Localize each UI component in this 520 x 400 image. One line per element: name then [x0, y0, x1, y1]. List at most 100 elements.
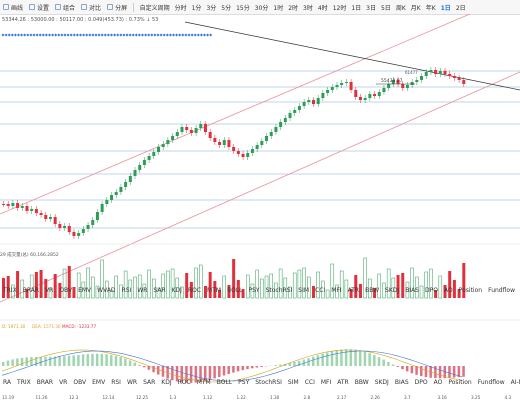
timeframe-4[interactable]: 15分: [236, 4, 250, 12]
indicator-tab[interactable]: CCI: [304, 378, 315, 386]
volume-bar: [53, 274, 57, 298]
indicator-tab[interactable]: VR: [59, 378, 68, 386]
indicator-tab[interactable]: BBW: [354, 378, 369, 386]
timeframe-13[interactable]: 5日: [380, 4, 391, 12]
macd-bar: [110, 354, 113, 366]
indicator-tab[interactable]: Fundflow: [488, 286, 515, 294]
timeframe-1[interactable]: 1分: [191, 4, 202, 12]
indicator-tab[interactable]: OBV: [73, 378, 87, 386]
indicator-tab[interactable]: RSI: [121, 286, 132, 294]
indicator-tab[interactable]: BIAS: [405, 286, 419, 294]
timeframe-0[interactable]: 分时: [174, 4, 187, 12]
timeframe-14[interactable]: 周K: [395, 4, 406, 12]
timeframe-9[interactable]: 4时: [317, 4, 328, 12]
indicator-tab[interactable]: SAR: [153, 286, 166, 294]
candle-body: [53, 217, 57, 224]
macd-bar: [302, 359, 306, 366]
indicator-tab[interactable]: SAR: [143, 378, 156, 386]
candle-body: [269, 132, 273, 136]
indicator-tab[interactable]: AO: [443, 286, 453, 294]
indicator-tab[interactable]: BRAR: [22, 286, 40, 294]
indicator-tab[interactable]: ROC: [177, 378, 191, 386]
indicator-tab[interactable]: SIM: [287, 378, 299, 386]
indicator-tab[interactable]: PSY: [238, 378, 250, 386]
timeframe-10[interactable]: 12时: [332, 4, 347, 12]
compose-button[interactable]: 组合: [55, 3, 75, 12]
indicator-tab[interactable]: BOLL: [216, 378, 233, 386]
indicator-tab[interactable]: DPO: [414, 378, 428, 386]
indicator-tab[interactable]: RSI: [111, 378, 121, 386]
compare-label: 对比: [89, 4, 102, 12]
indicator-tab[interactable]: StochRSI: [265, 286, 293, 294]
indicator-tab[interactable]: Position: [458, 286, 483, 294]
indicator-tab[interactable]: WR: [137, 286, 148, 294]
indicator-tab[interactable]: KDJ: [171, 286, 182, 294]
indicator-tab[interactable]: SKDJ: [385, 286, 400, 294]
candle-body: [241, 154, 245, 157]
indicator-tab[interactable]: EMV: [92, 378, 106, 386]
indicator-tab[interactable]: BOLL: [227, 286, 243, 294]
candle-body: [265, 136, 269, 141]
indicator-tab[interactable]: PSY: [248, 286, 260, 294]
volume-bar: [119, 284, 123, 299]
candlestick-chart[interactable]: 53344.26 : 53000.00 : 50117.00 : 0.049(4…: [0, 14, 520, 400]
indicator-tab[interactable]: EMV: [78, 286, 92, 294]
timeframe-3[interactable]: 5分: [221, 4, 232, 12]
draw-tool-button[interactable]: 画线: [3, 3, 23, 12]
compare-button[interactable]: 对比: [81, 3, 101, 12]
indicator-tab[interactable]: WVAD: [97, 286, 116, 294]
signal-dot: [137, 33, 141, 37]
candle-body: [11, 203, 15, 206]
indicator-tab[interactable]: AI-NetVOL: [510, 378, 520, 386]
timeframe-8[interactable]: 3时: [303, 4, 313, 12]
indicator-tab[interactable]: DPO: [425, 286, 438, 294]
indicator-tab[interactable]: CCI: [315, 286, 326, 294]
timeframe-11[interactable]: 1日: [351, 4, 362, 12]
timeframe-17[interactable]: 1日: [440, 4, 451, 12]
indicator-tab[interactable]: AO: [433, 378, 443, 386]
settings-button[interactable]: 设置: [29, 3, 49, 12]
indicator-tab[interactable]: ATR: [337, 378, 349, 386]
indicator-tab[interactable]: VR: [45, 286, 54, 294]
indicator-tab[interactable]: KDJ: [161, 378, 172, 386]
indicator-tab[interactable]: TRIX: [3, 286, 17, 294]
indicator-tab[interactable]: ROC: [187, 286, 202, 294]
volume-bar: [170, 268, 175, 299]
indicator-tab[interactable]: BIAS: [394, 378, 409, 386]
indicator-tab[interactable]: SIM: [298, 286, 310, 294]
indicator-tab[interactable]: WR: [126, 378, 138, 386]
timeframe-15[interactable]: 月K: [410, 4, 421, 12]
signal-dot: [159, 33, 163, 37]
indicator-tab[interactable]: BRAR: [36, 378, 54, 386]
horizontal-levels: [0, 70, 520, 229]
indicator-tab[interactable]: StochRSI: [255, 378, 282, 386]
indicator-tab[interactable]: BBW: [365, 286, 380, 294]
candle-body: [194, 128, 198, 133]
indicator-tab[interactable]: MFI: [320, 378, 332, 386]
indicator-tab[interactable]: ATR: [347, 286, 360, 294]
timeframe-18[interactable]: 2日: [455, 4, 466, 12]
timeframe-7[interactable]: 2时: [288, 4, 299, 12]
volume-bar: [44, 279, 48, 298]
indicator-tab[interactable]: TRIX: [17, 378, 31, 386]
date-tick: 3.25: [471, 395, 481, 400]
volume-bar: [20, 279, 25, 299]
split-screen-button[interactable]: 分屏: [107, 3, 127, 12]
indicator-tab[interactable]: OBV: [59, 286, 73, 294]
timeframe-16[interactable]: 年K: [425, 4, 436, 12]
indicator-tab[interactable]: MTM: [207, 286, 222, 294]
indicator-tab[interactable]: MTM: [196, 378, 211, 386]
custom-period-button[interactable]: 自定义周期: [139, 4, 170, 12]
volume-bar: [307, 276, 311, 299]
volume-bar: [255, 269, 259, 299]
indicator-tab[interactable]: Position: [448, 378, 472, 386]
timeframe-2[interactable]: 3分: [206, 4, 217, 12]
timeframe-6[interactable]: 1时: [273, 4, 284, 12]
timeframe-12[interactable]: 3日: [366, 4, 376, 12]
timeframe-5[interactable]: 30分: [254, 4, 269, 12]
indicator-tab[interactable]: MFI: [331, 286, 342, 294]
indicator-tab[interactable]: Fundflow: [477, 378, 505, 386]
indicator-tab[interactable]: RA: [3, 378, 12, 386]
macd-bar: [316, 355, 320, 366]
indicator-tab[interactable]: SKDJ: [374, 378, 389, 386]
